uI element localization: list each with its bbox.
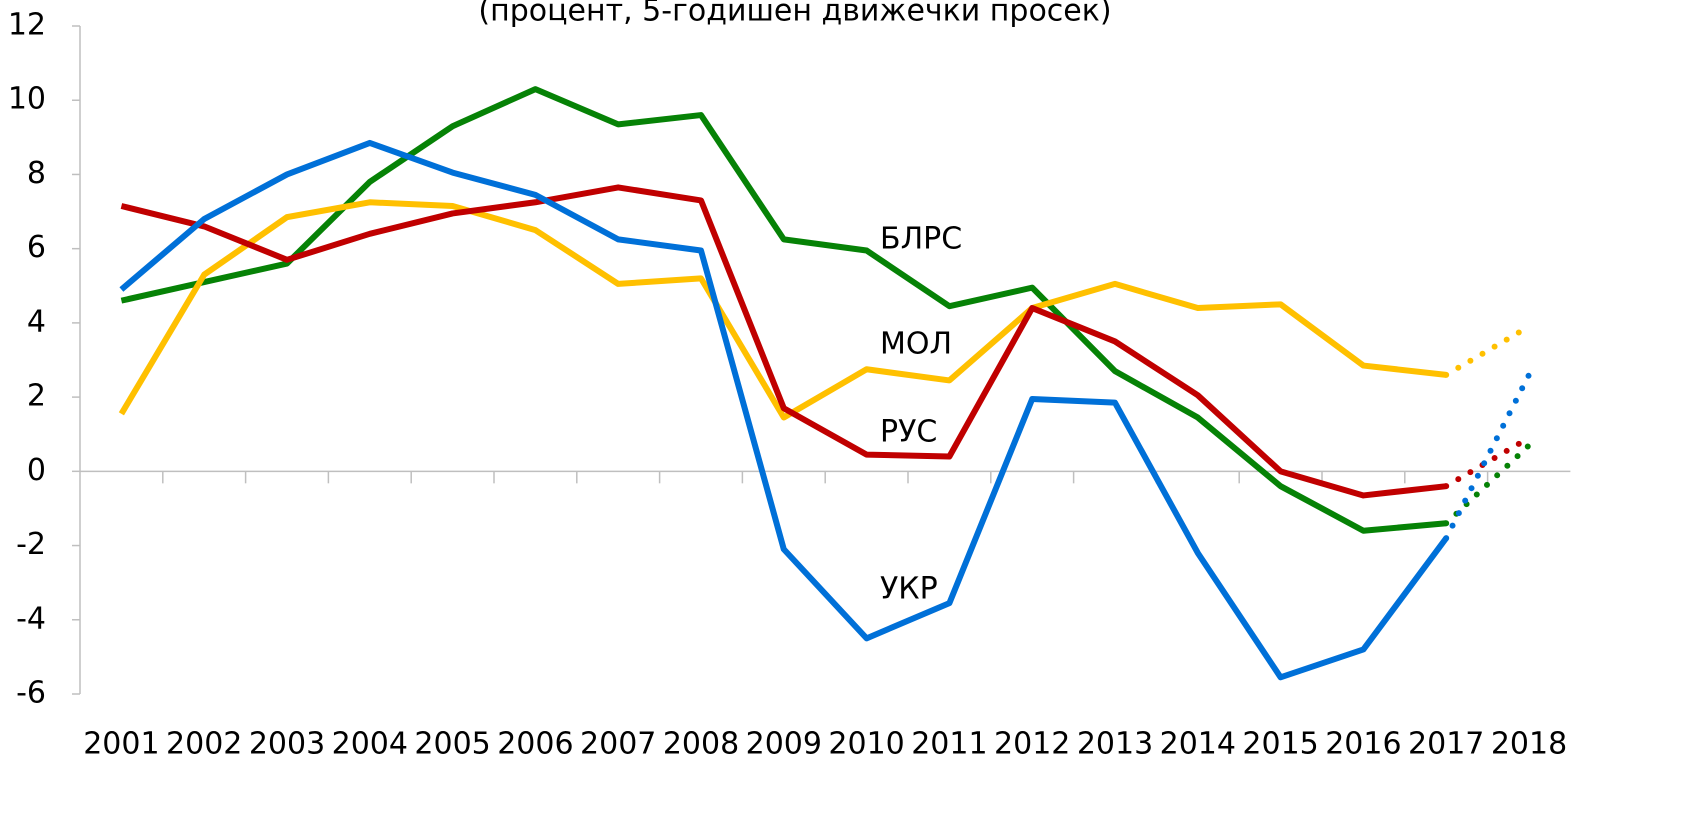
x-tick-label: 2005 xyxy=(414,727,490,762)
line xyxy=(120,86,1447,534)
x-tick-label: 2012 xyxy=(994,727,1070,762)
chart-title: (процент, 5-годишен движечки просек) xyxy=(478,0,1111,29)
y-tick-label: -2 xyxy=(16,527,46,562)
y-tick-label: 2 xyxy=(27,379,46,414)
y-tick-label: 0 xyxy=(27,453,46,488)
line xyxy=(119,139,1449,681)
x-tick-label: 2008 xyxy=(663,727,739,762)
forecast-line xyxy=(1443,371,1532,542)
series-label: РУС xyxy=(880,415,937,450)
x-tick-label: 2010 xyxy=(828,727,904,762)
x-tick-label: 2007 xyxy=(580,727,656,762)
x-tick-label: 2003 xyxy=(249,727,325,762)
x-tick-label: 2017 xyxy=(1408,727,1484,762)
y-tick-label: 8 xyxy=(27,156,46,191)
x-tick-label: 2014 xyxy=(1160,727,1236,762)
x-tick-label: 2002 xyxy=(166,727,242,762)
x-tick-label: 2006 xyxy=(497,727,573,762)
series-label: МОЛ xyxy=(880,327,952,362)
series-label: УКР xyxy=(880,572,938,607)
y-tick-label: 6 xyxy=(27,230,46,265)
line xyxy=(120,184,1447,499)
series-label: БЛРС xyxy=(880,222,962,257)
x-tick-label: 2004 xyxy=(332,727,408,762)
y-tick-label: 4 xyxy=(27,304,46,339)
forecast-line xyxy=(1443,442,1532,527)
x-tick-label: 2011 xyxy=(911,727,987,762)
y-tick-label: -6 xyxy=(16,676,46,711)
x-tick-label: 2015 xyxy=(1242,727,1318,762)
x-tick-label: 2016 xyxy=(1325,727,1401,762)
forecast-line xyxy=(1443,323,1532,378)
line xyxy=(118,199,1447,421)
x-tick-label: 2013 xyxy=(1077,727,1153,762)
x-tick-label: 2018 xyxy=(1491,727,1567,762)
x-tick-label: 2009 xyxy=(746,727,822,762)
y-tick-label: 12 xyxy=(8,8,46,43)
forecast-line xyxy=(1443,434,1532,490)
y-tick-label: -4 xyxy=(16,601,46,636)
y-tick-label: 10 xyxy=(8,82,46,117)
x-tick-label: 2001 xyxy=(83,727,159,762)
